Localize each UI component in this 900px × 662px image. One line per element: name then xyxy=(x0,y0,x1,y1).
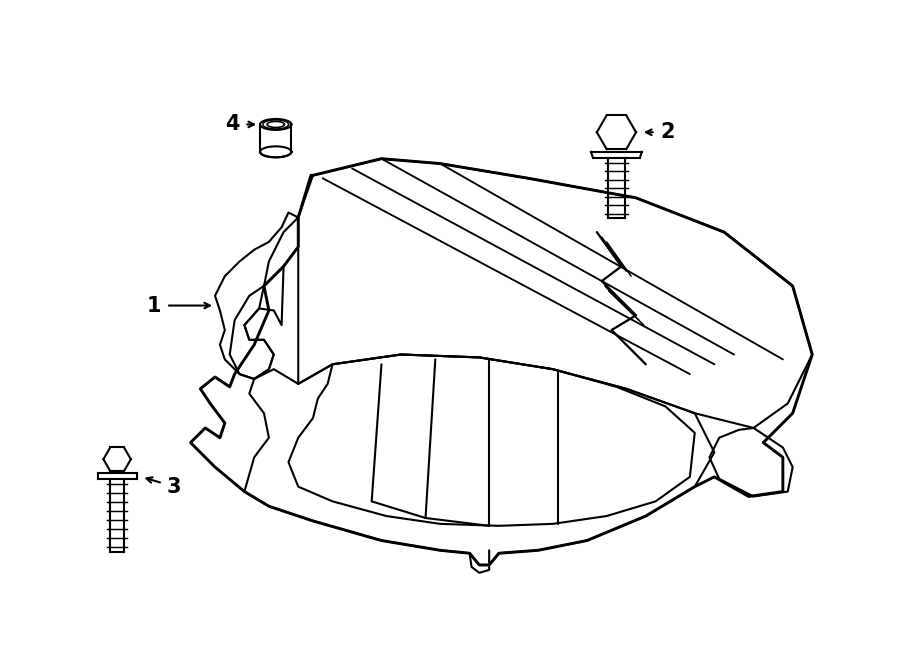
Text: 4: 4 xyxy=(225,115,240,134)
Text: 1: 1 xyxy=(147,295,162,316)
Text: 2: 2 xyxy=(660,122,675,142)
Text: 3: 3 xyxy=(166,477,181,496)
